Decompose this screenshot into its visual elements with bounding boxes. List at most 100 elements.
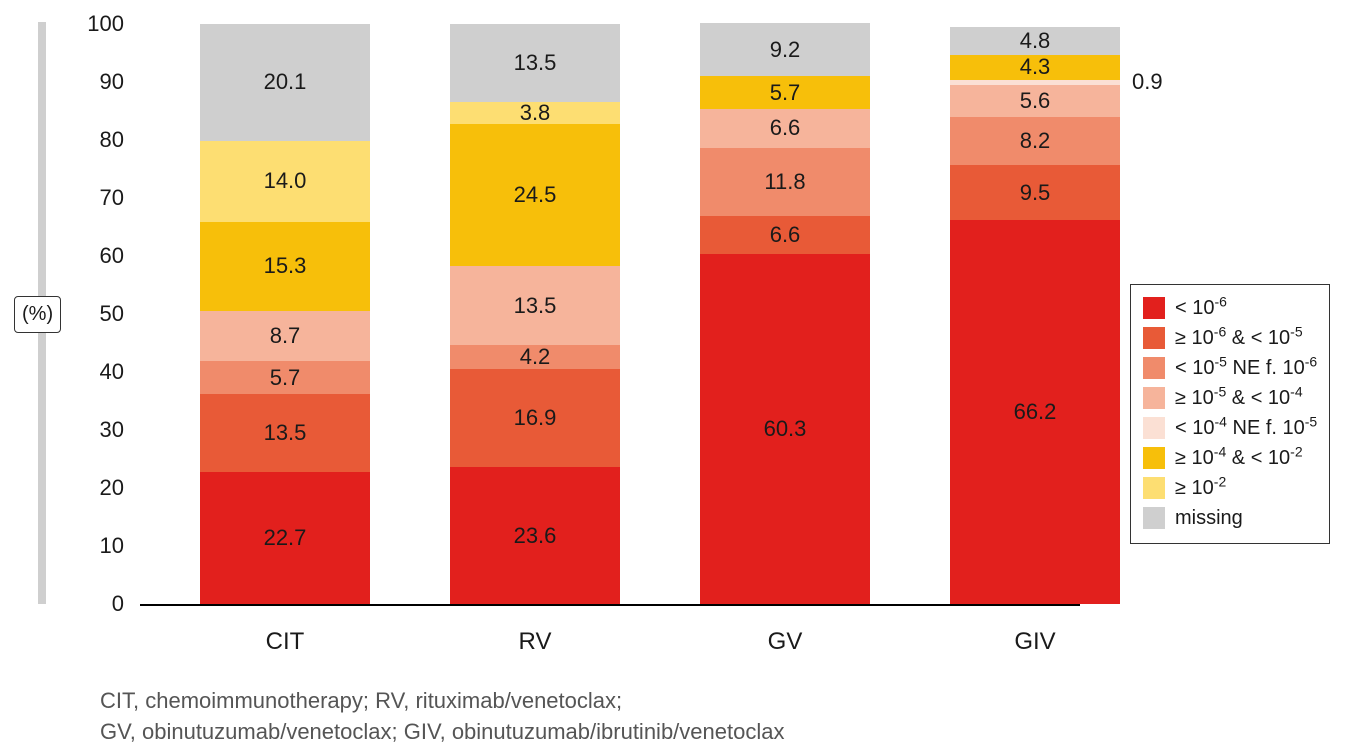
- segment-label: 6.6: [770, 222, 801, 248]
- segment-GIV-ge1e-5_lt1e-4: 5.6: [950, 85, 1120, 117]
- legend-item-lt1e-5_NE1e-6: < 10-5 NE f. 10-6: [1143, 353, 1317, 383]
- plot-area: 010203040506070809010022.713.55.78.715.3…: [140, 24, 1080, 606]
- legend-item-missing: missing: [1143, 503, 1317, 533]
- segment-CIT-ge1e-4_lt1e-2: 15.3: [200, 222, 370, 311]
- segment-label: 60.3: [764, 416, 807, 442]
- segment-CIT-missing: 20.1: [200, 24, 370, 141]
- y-axis-label: (%): [14, 296, 61, 333]
- ytick-label: 50: [100, 301, 124, 327]
- segment-label: 24.5: [514, 182, 557, 208]
- segment-label: 66.2: [1014, 399, 1057, 425]
- legend-label: < 10-5 NE f. 10-6: [1175, 353, 1317, 383]
- legend-item-ge1e-4_lt1e-2: ≥ 10-4 & < 10-2: [1143, 443, 1317, 473]
- segment-CIT-lt1e-5_NE1e-6: 5.7: [200, 361, 370, 394]
- segment-label: 8.2: [1020, 128, 1051, 154]
- legend-item-lt_1e-6: < 10-6: [1143, 293, 1317, 323]
- legend-item-ge1e-5_lt1e-4: ≥ 10-5 & < 10-4: [1143, 383, 1317, 413]
- segment-GIV-lt_1e-6: 66.2: [950, 220, 1120, 604]
- legend-swatch: [1143, 477, 1165, 499]
- ytick-label: 0: [112, 591, 124, 617]
- segment-label: 4.3: [1020, 54, 1051, 80]
- legend-swatch: [1143, 507, 1165, 529]
- footnote-line-1: CIT, chemoimmunotherapy; RV, rituximab/v…: [100, 686, 784, 717]
- legend-label: ≥ 10-5 & < 10-4: [1175, 383, 1303, 413]
- segment-label: 9.5: [1020, 180, 1051, 206]
- ytick-label: 60: [100, 243, 124, 269]
- segment-CIT-lt_1e-6: 22.7: [200, 472, 370, 604]
- segment-label: 9.2: [770, 37, 801, 63]
- segment-label: 4.2: [520, 344, 551, 370]
- legend-label: ≥ 10-2: [1175, 473, 1226, 503]
- ytick-label: 70: [100, 185, 124, 211]
- legend-swatch: [1143, 387, 1165, 409]
- segment-GV-lt_1e-6: 60.3: [700, 254, 870, 604]
- bar-RV: 23.6 16.9 4.2 13.5 24.5 3.8 13.5: [450, 24, 620, 604]
- segment-CIT-ge1e-6_lt1e-5: 13.5: [200, 394, 370, 472]
- segment-label: 5.6: [1020, 88, 1051, 114]
- legend-swatch: [1143, 447, 1165, 469]
- category-label-CIT: CIT: [185, 628, 385, 656]
- ytick-label: 10: [100, 533, 124, 559]
- segment-label: 4.8: [1020, 28, 1051, 54]
- legend-label: missing: [1175, 503, 1243, 533]
- segment-label: 15.3: [264, 253, 307, 279]
- segment-GV-lt1e-5_NE1e-6: 11.8: [700, 148, 870, 216]
- legend-item-ge1e-2: ≥ 10-2: [1143, 473, 1317, 503]
- legend-swatch: [1143, 327, 1165, 349]
- segment-label: 13.5: [514, 293, 557, 319]
- legend-label: ≥ 10-6 & < 10-5: [1175, 323, 1303, 353]
- segment-label: 23.6: [514, 523, 557, 549]
- segment-label: 20.1: [264, 69, 307, 95]
- legend-label: ≥ 10-4 & < 10-2: [1175, 443, 1303, 473]
- y-axis-label-text: (%): [22, 303, 53, 325]
- ytick-label: 30: [100, 417, 124, 443]
- segment-CIT-ge1e-2: 14.0: [200, 141, 370, 222]
- segment-label: 3.8: [520, 100, 551, 126]
- segment-GIV-lt1e-4_NE1e-5: 0.9: [950, 80, 1120, 85]
- bar-GV: 60.3 6.6 11.8 6.6 5.7 9.2: [700, 24, 870, 604]
- category-label-GV: GV: [685, 628, 885, 656]
- segment-RV-lt1e-5_NE1e-6: 4.2: [450, 345, 620, 369]
- ytick-label: 90: [100, 69, 124, 95]
- legend: < 10-6≥ 10-6 & < 10-5< 10-5 NE f. 10-6≥ …: [1130, 284, 1330, 544]
- ytick-label: 80: [100, 127, 124, 153]
- segment-label: 16.9: [514, 405, 557, 431]
- segment-RV-lt_1e-6: 23.6: [450, 467, 620, 604]
- segment-RV-ge1e-6_lt1e-5: 16.9: [450, 369, 620, 467]
- segment-GV-ge1e-4_lt1e-2: 5.7: [700, 76, 870, 109]
- footnote-line-2: GV, obinutuzumab/venetoclax; GIV, obinut…: [100, 717, 784, 748]
- segment-label: 6.6: [770, 115, 801, 141]
- segment-label: 5.7: [770, 80, 801, 106]
- segment-RV-ge1e-2: 3.8: [450, 102, 620, 124]
- ytick-label: 20: [100, 475, 124, 501]
- segment-GV-missing: 9.2: [700, 23, 870, 76]
- segment-GV-ge1e-5_lt1e-4: 6.6: [700, 109, 870, 147]
- segment-RV-ge1e-5_lt1e-4: 13.5: [450, 266, 620, 344]
- footnote: CIT, chemoimmunotherapy; RV, rituximab/v…: [100, 686, 784, 748]
- figure-root: (%) 0 10 20 30 40 50 60 70 80 90 100 22.7 13.5 5.7 8.7…: [0, 0, 1364, 756]
- segment-GIV-lt1e-5_NE1e-6: 8.2: [950, 117, 1120, 165]
- segment-label: 13.5: [514, 50, 557, 76]
- segment-label: 11.8: [764, 169, 805, 195]
- legend-swatch: [1143, 297, 1165, 319]
- legend-swatch: [1143, 417, 1165, 439]
- segment-label: 0.9: [1132, 69, 1163, 95]
- category-label-GIV: GIV: [935, 628, 1135, 656]
- legend-label: < 10-6: [1175, 293, 1227, 323]
- segment-GIV-ge1e-6_lt1e-5: 9.5: [950, 165, 1120, 220]
- segment-label: 14.0: [264, 168, 307, 194]
- segment-GV-ge1e-6_lt1e-5: 6.6: [700, 216, 870, 254]
- ytick-label: 100: [87, 11, 124, 37]
- segment-GIV-missing: 4.8: [950, 27, 1120, 55]
- ytick-label: 40: [100, 359, 124, 385]
- legend-swatch: [1143, 357, 1165, 379]
- segment-label: 22.7: [264, 525, 307, 551]
- legend-item-lt1e-4_NE1e-5: < 10-4 NE f. 10-5: [1143, 413, 1317, 443]
- bar-GIV: 66.2 9.5 8.2 5.6 0.94.34.8: [950, 24, 1120, 604]
- segment-label: 13.5: [264, 420, 307, 446]
- segment-CIT-ge1e-5_lt1e-4: 8.7: [200, 311, 370, 361]
- bar-CIT: 22.7 13.5 5.7 8.7 15.3 14.0 20.1: [200, 24, 370, 604]
- segment-label: 8.7: [270, 323, 301, 349]
- segment-RV-ge1e-4_lt1e-2: 24.5: [450, 124, 620, 266]
- legend-label: < 10-4 NE f. 10-5: [1175, 413, 1317, 443]
